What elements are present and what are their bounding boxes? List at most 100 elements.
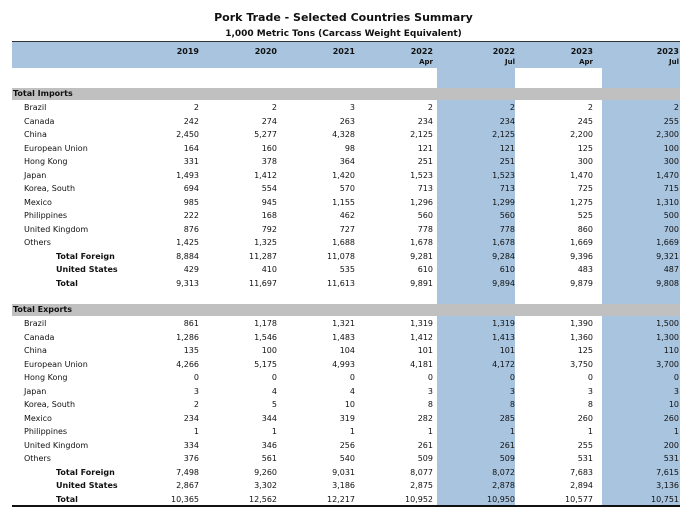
cell-value: 487 <box>663 265 679 274</box>
row-label: Canada <box>24 116 55 126</box>
table-row: Philippines 1 1 1 1 1 1 1 <box>0 425 687 438</box>
table-row: European Union 164 160 98 121 121 125 100 <box>0 142 687 155</box>
cell-value: 1 <box>427 427 433 436</box>
row-label: Hong Kong <box>24 157 68 166</box>
cell-value: 1,523 <box>492 170 515 180</box>
cell-value: 3 <box>349 103 355 112</box>
cell-value: 1,286 <box>176 332 199 342</box>
cell-value: 1,321 <box>332 319 355 328</box>
cell-value: 168 <box>261 211 277 220</box>
cell-value: 1,178 <box>254 319 277 328</box>
total-row: United States 429 410 535 610 610 483 487 <box>0 263 687 276</box>
cell-value: 11,078 <box>327 251 355 261</box>
cell-value: 2 <box>193 400 199 409</box>
total-row: United States 2,867 3,302 3,186 2,875 2,878 2,… <box>0 479 687 492</box>
cell-value: 500 <box>663 211 679 220</box>
table-row: United Kingdom 876 792 727 778 778 860 700 <box>0 223 687 236</box>
cell-value: 346 <box>261 440 277 450</box>
cell-value: 4,172 <box>492 359 515 369</box>
cell-value: 251 <box>499 157 515 166</box>
cell-value: 160 <box>261 143 277 153</box>
cell-value: 1 <box>349 427 355 436</box>
report-title: Pork Trade - Selected Countries Summary <box>214 11 473 24</box>
cell-value: 100 <box>261 346 277 355</box>
total-row: Total 10,365 12,562 12,217 10,952 10,950 10,57… <box>0 493 687 506</box>
cell-value: 1,546 <box>254 332 277 342</box>
column-header-year: 2020 <box>254 47 277 56</box>
table-row: Brazil 861 1,178 1,321 1,319 1,319 1,390 1,500 <box>0 317 687 330</box>
column-header-year: 2023 <box>656 47 679 56</box>
row-label: China <box>24 346 47 355</box>
row-label: Others <box>24 454 51 463</box>
total-row: Total 9,313 11,697 11,613 9,891 9,894 9,879 9,8… <box>0 277 687 290</box>
cell-value: 1,500 <box>656 319 679 328</box>
cell-value: 260 <box>577 413 593 423</box>
cell-value: 531 <box>663 454 679 463</box>
cell-value: 5,175 <box>254 359 277 369</box>
cell-value: 121 <box>499 143 515 153</box>
cell-value: 256 <box>339 440 355 450</box>
cell-value: 121 <box>417 143 433 153</box>
cell-value: 2 <box>193 103 199 112</box>
cell-value: 2 <box>427 103 433 112</box>
cell-value: 10,365 <box>171 494 199 504</box>
cell-value: 0 <box>587 373 593 382</box>
column-header-month: Apr <box>579 58 593 66</box>
row-label: European Union <box>24 359 88 369</box>
row-label: Brazil <box>24 103 47 112</box>
table-row: Others 376 561 540 509 509 531 531 <box>0 452 687 465</box>
cell-value: 9,396 <box>570 251 593 261</box>
cell-value: 10 <box>344 400 355 409</box>
cell-value: 9,031 <box>332 467 355 477</box>
cell-value: 861 <box>183 319 199 328</box>
cell-value: 11,697 <box>249 278 277 288</box>
cell-value: 334 <box>183 440 199 450</box>
section-label: Total Exports <box>13 305 73 314</box>
table-row: China 2,450 5,277 4,328 2,125 2,125 2,200 2,300 <box>0 128 687 141</box>
cell-value: 0 <box>673 373 679 382</box>
cell-value: 4 <box>271 386 277 396</box>
cell-value: 8 <box>509 400 515 409</box>
column-header-month: Apr <box>419 58 433 66</box>
cell-value: 4 <box>349 386 355 396</box>
row-label: Korea, South <box>24 184 76 193</box>
cell-value: 570 <box>339 184 355 193</box>
cell-value: 10,751 <box>651 494 679 504</box>
cell-value: 2,125 <box>410 130 433 139</box>
cell-value: 274 <box>261 116 277 126</box>
cell-value: 8 <box>427 400 433 409</box>
cell-value: 376 <box>183 454 199 463</box>
cell-value: 1,669 <box>656 238 679 247</box>
cell-value: 1,470 <box>570 170 593 180</box>
row-label: United States <box>56 481 118 490</box>
cell-value: 0 <box>349 373 355 382</box>
cell-value: 1,310 <box>656 197 679 207</box>
cell-value: 101 <box>417 346 433 355</box>
cell-value: 344 <box>261 413 277 423</box>
cell-value: 1,483 <box>332 332 355 342</box>
cell-value: 261 <box>417 440 433 450</box>
row-label: Philippines <box>24 427 68 436</box>
cell-value: 261 <box>499 440 515 450</box>
row-label: Total <box>56 278 78 288</box>
cell-value: 1 <box>587 427 593 436</box>
cell-value: 9,891 <box>410 278 433 288</box>
cell-value: 1,319 <box>492 319 515 328</box>
total-row: Total Foreign 8,884 11,287 11,078 9,281 9,284… <box>0 250 687 263</box>
cell-value: 263 <box>339 116 355 126</box>
table-row: Korea, South 694 554 570 713 713 725 715 <box>0 182 687 195</box>
cell-value: 7,615 <box>656 467 679 477</box>
table-row: Hong Kong 331 378 364 251 251 300 300 <box>0 155 687 168</box>
column-header-year: 2023 <box>570 47 593 56</box>
cell-value: 713 <box>417 184 433 193</box>
cell-value: 2 <box>509 103 515 112</box>
cell-value: 10 <box>668 400 679 409</box>
row-label: Total Foreign <box>56 251 115 261</box>
table-row: Brazil 2 2 3 2 2 2 2 <box>0 101 687 114</box>
cell-value: 9,321 <box>656 251 679 261</box>
cell-value: 561 <box>261 454 277 463</box>
cell-value: 945 <box>261 197 277 207</box>
column-header-year: 2021 <box>332 47 355 56</box>
cell-value: 727 <box>339 224 355 234</box>
table-row: Mexico 234 344 319 282 285 260 260 <box>0 412 687 425</box>
